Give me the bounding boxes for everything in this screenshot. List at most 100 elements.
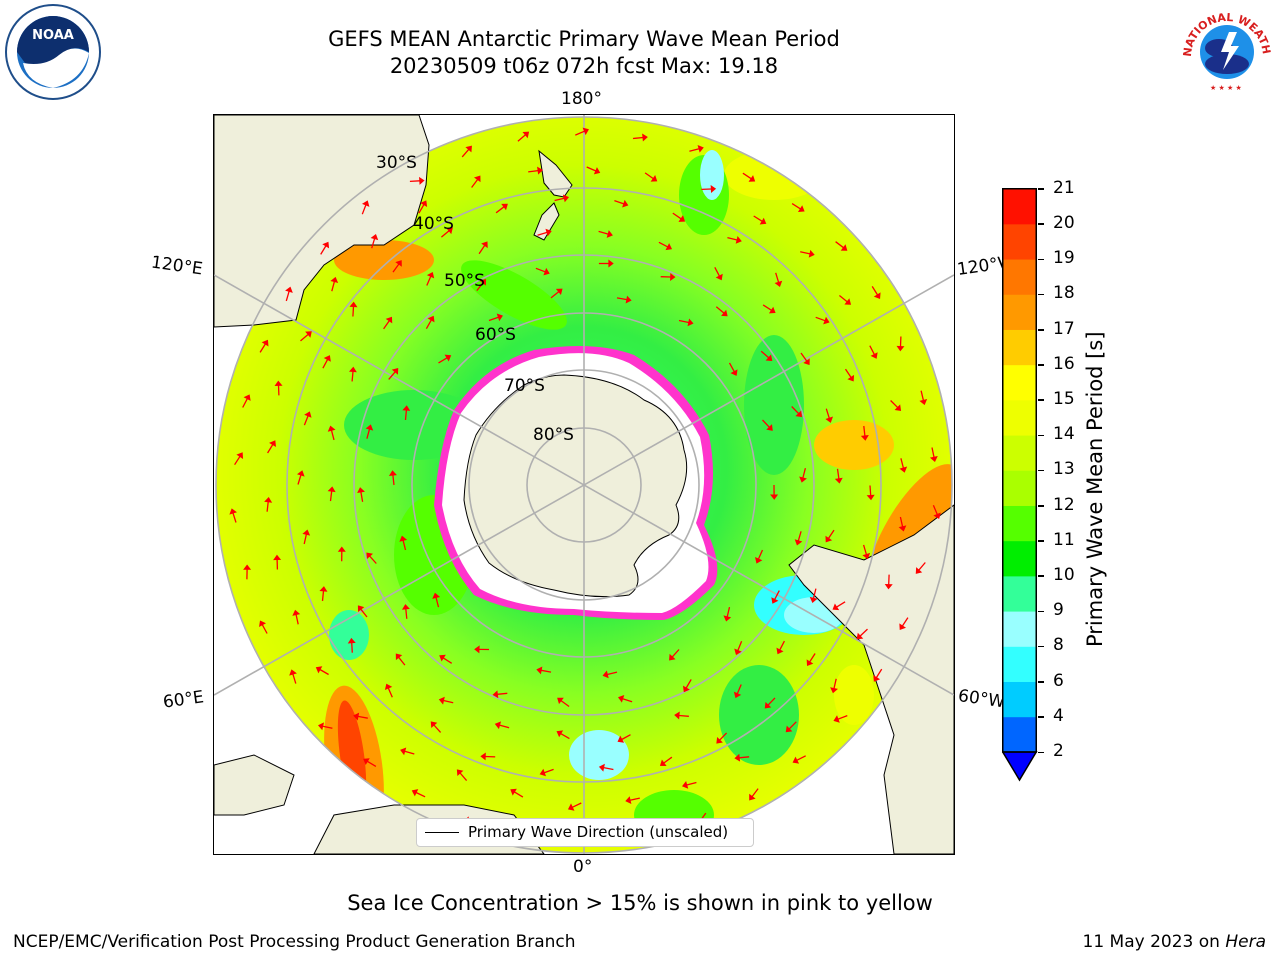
colorbar-tick-mark — [1038, 223, 1044, 225]
wave-arrow — [815, 316, 826, 322]
wave-arrow — [418, 204, 425, 214]
wave-arrow — [863, 425, 866, 437]
wave-arrow-head — [264, 496, 273, 503]
colorbar-tick-label: 11 — [1053, 529, 1075, 550]
wave-arrow — [678, 714, 689, 717]
wave-arrow — [297, 474, 302, 485]
wave-arrow-head — [734, 753, 741, 762]
wave-arrow — [871, 286, 879, 296]
wave-arrow-head — [899, 623, 907, 630]
lat-label-30s: 30°S — [376, 153, 417, 173]
colorbar-tick-mark — [1038, 293, 1044, 296]
wave-arrow-head — [674, 711, 680, 720]
wave-arrow-head — [606, 230, 613, 238]
wave-arrow — [614, 199, 625, 205]
wave-arrow — [658, 241, 669, 248]
wave-arrow — [398, 656, 406, 666]
colorbar-block — [1002, 364, 1037, 401]
colorbar-block — [1002, 294, 1037, 330]
wave-arrow — [366, 428, 371, 439]
wave-arrow — [869, 485, 872, 496]
wave-arrow — [838, 294, 848, 303]
colorbar-block — [1002, 540, 1037, 577]
wave-arrow-head — [357, 605, 365, 613]
wave-arrow — [802, 468, 807, 479]
svg-text:NOAA: NOAA — [32, 28, 74, 43]
wave-arrow-head — [898, 525, 907, 532]
wave-arrow — [357, 715, 368, 719]
wave-arrow — [242, 398, 248, 408]
wave-arrow-head — [830, 687, 838, 694]
colorbar-block — [1002, 505, 1037, 542]
wave-arrow-head — [456, 769, 464, 777]
wave-arrow-head — [543, 267, 550, 276]
map-legend: Primary Wave Direction (unscaled) — [416, 818, 754, 847]
wave-arrow — [844, 368, 852, 378]
wave-arrow-head — [557, 697, 564, 705]
wave-arrow-head — [715, 273, 723, 281]
wave-arrow-head — [370, 233, 379, 241]
wave-arrow-head — [792, 756, 800, 764]
wave-arrow-head — [432, 592, 441, 599]
wave-arrow — [388, 371, 396, 380]
wave-arrow — [762, 304, 772, 311]
wave-arrow — [471, 179, 479, 188]
footer-org: NCEP/EMC/Verification Post Processing Pr… — [13, 932, 576, 952]
wave-arrow — [572, 802, 582, 808]
wave-arrow — [931, 447, 935, 458]
wave-arrow-head — [825, 416, 834, 423]
wave-arrow-head — [808, 249, 815, 258]
wave-arrow-head — [797, 205, 805, 212]
wave-arrow-head — [764, 701, 772, 709]
colorbar-tick-mark — [1038, 540, 1044, 542]
wave-arrow-head — [785, 725, 793, 733]
wave-arrow-head — [545, 228, 552, 237]
wave-arrow-head — [474, 645, 480, 654]
wave-arrow-head — [899, 466, 908, 473]
wave-arrow-head — [866, 494, 875, 501]
colorbar-tick-label: 18 — [1053, 283, 1075, 304]
wave-arrow-head — [444, 354, 452, 362]
wave-arrow-head — [349, 301, 358, 308]
wave-arrow-head — [567, 803, 575, 811]
wave-arrow-head — [361, 200, 370, 207]
wave-arrow — [495, 206, 505, 214]
wave-arrow-head — [556, 730, 564, 738]
wave-arrow-head — [884, 583, 893, 590]
wave-arrow-head — [803, 358, 810, 366]
wave-arrow — [322, 359, 329, 369]
wave-arrow-head — [510, 788, 517, 796]
wave-arrow-head — [823, 316, 830, 325]
colorbar-tick-mark — [1038, 329, 1044, 331]
colorbar-tick-mark — [1038, 364, 1044, 366]
wave-arrow-head — [481, 241, 488, 249]
wave-arrow — [499, 724, 510, 729]
lon-label-0: 0° — [573, 857, 593, 877]
wave-arrow — [827, 529, 835, 539]
wave-arrow-head — [494, 721, 502, 730]
wave-arrow-head — [327, 425, 336, 432]
map-frame: 30°S 40°S 50°S 60°S 70°S 80°S — [213, 114, 955, 855]
colorbar-tick-label: 9 — [1053, 600, 1064, 621]
wave-arrow-head — [400, 747, 407, 756]
wave-arrow-head — [427, 315, 435, 323]
wave-arrow — [478, 245, 486, 255]
wave-arrow — [560, 700, 570, 708]
wave-arrow-head — [243, 394, 251, 401]
wave-arrow — [837, 714, 848, 720]
wave-arrow — [800, 251, 811, 255]
wave-arrow-head — [327, 486, 336, 493]
wave-arrow-head — [365, 424, 374, 431]
wave-arrow-head — [832, 603, 840, 611]
wave-arrow — [859, 628, 868, 637]
wave-arrow-head — [915, 567, 923, 574]
wave-arrow — [686, 781, 697, 786]
wave-arrow-head — [243, 564, 252, 570]
wave-arrow — [415, 791, 426, 798]
wave-arrow — [329, 491, 333, 502]
wave-arrow — [767, 697, 776, 706]
wave-arrow-head — [602, 670, 609, 679]
wave-arrow — [775, 272, 780, 283]
wave-arrow-head — [799, 476, 807, 483]
svg-text:★ ★ ★ ★: ★ ★ ★ ★ — [1210, 84, 1242, 92]
